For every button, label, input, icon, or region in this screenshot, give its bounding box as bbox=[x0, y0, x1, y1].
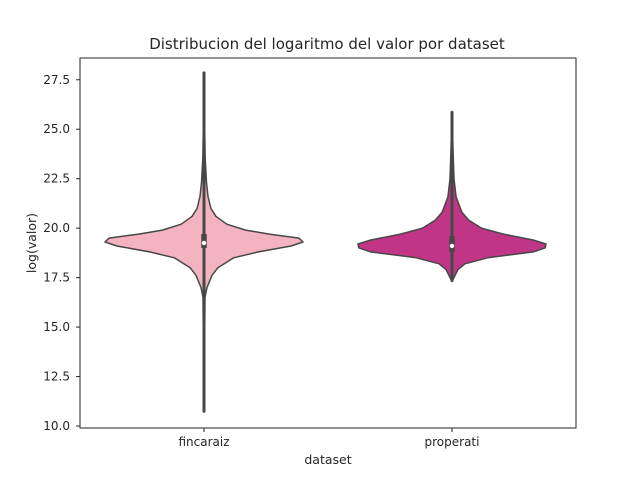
violin-median-dot bbox=[449, 243, 455, 249]
y-axis-ticks: 10.0 12.5 15.0 17.5 20.0 22.5 25.0 27.5 bbox=[43, 73, 80, 433]
x-axis-ticks: fincaraiz properati bbox=[178, 428, 479, 449]
y-axis-label: log(valor) bbox=[24, 213, 39, 273]
violin-median-dot bbox=[201, 240, 207, 246]
y-tick-label: 22.5 bbox=[43, 172, 70, 186]
x-axis-label: dataset bbox=[304, 452, 351, 467]
y-tick-label: 20.0 bbox=[43, 221, 70, 235]
y-tick-label: 27.5 bbox=[43, 73, 70, 87]
violins-layer bbox=[104, 71, 547, 413]
y-tick-label: 12.5 bbox=[43, 370, 70, 384]
y-tick-label: 15.0 bbox=[43, 320, 70, 334]
plot-frame bbox=[79, 57, 577, 429]
chart-title: Distribucion del logaritmo del valor por… bbox=[149, 35, 505, 53]
x-tick-label: fincaraiz bbox=[178, 435, 229, 449]
y-tick-label: 10.0 bbox=[43, 419, 70, 433]
x-tick-label: properati bbox=[425, 435, 480, 449]
y-tick-label: 25.0 bbox=[43, 122, 70, 136]
y-tick-label: 17.5 bbox=[43, 271, 70, 285]
